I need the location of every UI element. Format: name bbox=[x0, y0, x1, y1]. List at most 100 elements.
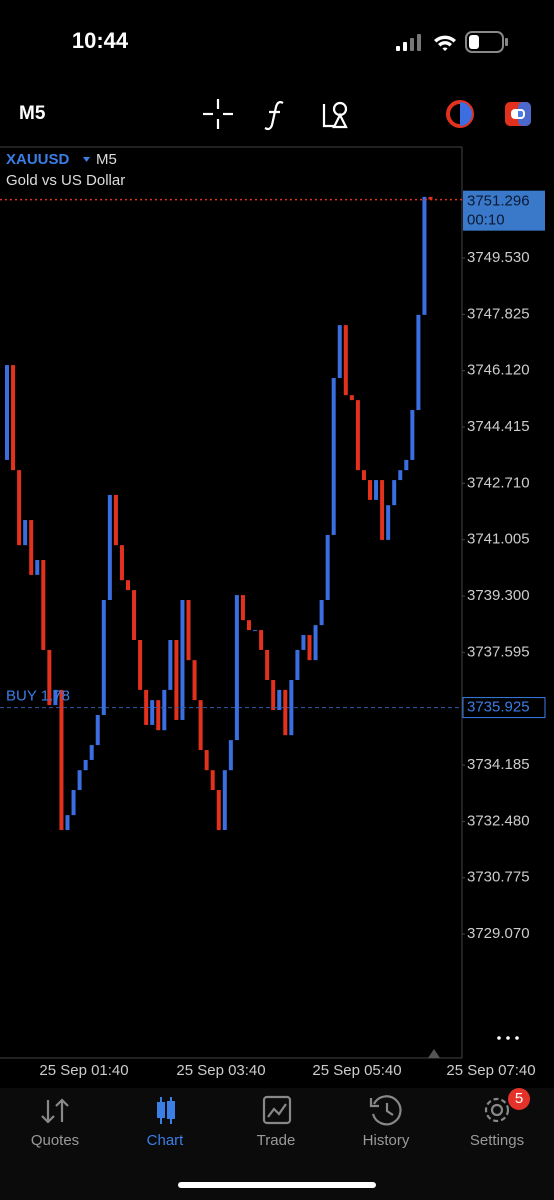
history-icon[interactable] bbox=[369, 1095, 402, 1126]
candle-body bbox=[404, 459, 409, 471]
position-price-tag bbox=[462, 697, 546, 719]
tab-label[interactable]: Trade bbox=[257, 1132, 296, 1149]
x-tick-label: 25 Sep 01:40 bbox=[39, 1062, 128, 1079]
more-dot[interactable] bbox=[506, 1036, 510, 1040]
more-dot[interactable] bbox=[515, 1036, 519, 1040]
timeframe-button[interactable]: M5 bbox=[19, 103, 46, 124]
candle-body bbox=[398, 470, 403, 481]
x-tick-label: 25 Sep 05:40 bbox=[312, 1062, 401, 1079]
trading-signals-button[interactable] bbox=[446, 100, 474, 128]
tab-label[interactable]: Chart bbox=[147, 1132, 185, 1149]
trade-icon[interactable] bbox=[262, 1095, 292, 1125]
last-price-label: 3751.296 bbox=[467, 193, 530, 210]
candle-body bbox=[295, 649, 300, 680]
candle-body bbox=[216, 790, 221, 831]
symbol-period: M5 bbox=[96, 151, 117, 168]
settings-badge: 5 bbox=[515, 1090, 523, 1107]
candle-body bbox=[228, 740, 233, 771]
y-tick-label: 3730.775 bbox=[467, 869, 530, 886]
overlay: 3749.530 3747.825 3746.120 3744.415 3742.710… bbox=[0, 190, 546, 1079]
candle-body bbox=[5, 365, 9, 460]
y-tick-label: 3746.120 bbox=[467, 362, 530, 379]
y-tick-label: 3739.300 bbox=[467, 587, 530, 604]
candle-body bbox=[368, 480, 372, 500]
candle-body bbox=[11, 365, 16, 471]
home-indicator bbox=[178, 1182, 376, 1188]
candles[interactable] bbox=[5, 196, 433, 831]
candle-body bbox=[59, 689, 64, 831]
symbol-dropdown[interactable] bbox=[83, 157, 90, 162]
candle-body bbox=[331, 377, 336, 535]
candle-body bbox=[180, 600, 185, 720]
tab-label[interactable]: History bbox=[363, 1132, 410, 1149]
candle-body bbox=[35, 560, 40, 575]
candle-body bbox=[247, 620, 251, 631]
chart-frame bbox=[0, 146, 463, 1059]
candle-body bbox=[65, 815, 70, 831]
objects-button[interactable] bbox=[322, 101, 348, 129]
x-tick-label: 25 Sep 07:40 bbox=[446, 1062, 535, 1079]
status-icons bbox=[396, 31, 508, 53]
y-tick-label: 3737.595 bbox=[467, 643, 530, 660]
tab-labels: Quotes Chart Trade History Settings bbox=[31, 1132, 524, 1149]
chart-icon[interactable] bbox=[157, 1097, 175, 1124]
candle-body bbox=[23, 520, 28, 546]
tab-label[interactable]: Quotes bbox=[31, 1132, 79, 1149]
tab-label[interactable]: Settings bbox=[470, 1132, 524, 1149]
candle-body bbox=[428, 196, 433, 200]
candle-body bbox=[204, 750, 209, 771]
candle-body bbox=[410, 410, 415, 460]
candle-body bbox=[386, 505, 391, 540]
candle-body bbox=[83, 759, 88, 771]
y-tick-label: 3747.825 bbox=[467, 305, 530, 322]
candle-body bbox=[101, 600, 106, 716]
candle-body bbox=[222, 770, 227, 831]
candle-body bbox=[307, 635, 312, 661]
candle-body bbox=[168, 640, 173, 690]
y-tick-label: 3742.710 bbox=[467, 474, 530, 491]
candle-body bbox=[361, 470, 366, 481]
candle-body bbox=[277, 689, 282, 711]
new-order-button[interactable] bbox=[505, 102, 531, 126]
candle-body bbox=[150, 700, 155, 725]
candle-body bbox=[355, 400, 360, 471]
x-tick-label: 25 Sep 03:40 bbox=[176, 1062, 265, 1079]
bar-countdown: 00:10 bbox=[467, 212, 505, 229]
shift-marker bbox=[428, 1049, 440, 1058]
candle-body bbox=[95, 715, 100, 746]
candle-body bbox=[301, 635, 306, 650]
settings-icon[interactable] bbox=[484, 1097, 510, 1123]
candle-body bbox=[380, 480, 385, 540]
candle-body bbox=[374, 480, 379, 500]
position-price-label: 3735.925 bbox=[467, 699, 530, 716]
candle-body bbox=[71, 790, 76, 816]
y-tick-label: 3729.070 bbox=[467, 925, 530, 942]
candle-body bbox=[47, 649, 52, 706]
candle-body bbox=[186, 600, 191, 661]
more-dot[interactable] bbox=[497, 1036, 501, 1040]
tab-bar bbox=[0, 1088, 554, 1200]
candle-body bbox=[132, 590, 137, 641]
candle-body bbox=[416, 314, 421, 411]
candle-body bbox=[107, 494, 112, 601]
quotes-icon[interactable] bbox=[41, 1098, 69, 1124]
candle-body bbox=[144, 689, 149, 725]
symbol-name[interactable]: XAUUSD bbox=[6, 151, 70, 168]
candle-body bbox=[265, 649, 270, 680]
candle-body bbox=[119, 545, 124, 581]
candle-body bbox=[422, 196, 427, 315]
candle-body bbox=[77, 770, 82, 791]
candle-body bbox=[210, 770, 215, 791]
position-label[interactable]: BUY 1.78 bbox=[6, 688, 70, 705]
candle-body bbox=[234, 595, 239, 741]
candle-body bbox=[319, 600, 324, 626]
candle-body bbox=[192, 660, 197, 701]
y-tick-label: 3734.185 bbox=[467, 756, 530, 773]
last-price-tag bbox=[463, 190, 545, 231]
candle-body bbox=[162, 689, 167, 731]
candle-body bbox=[337, 325, 342, 378]
indicators-button[interactable] bbox=[264, 101, 284, 131]
crosshair-button[interactable] bbox=[203, 99, 233, 129]
candle-body bbox=[53, 689, 58, 706]
candle-body bbox=[259, 630, 264, 650]
